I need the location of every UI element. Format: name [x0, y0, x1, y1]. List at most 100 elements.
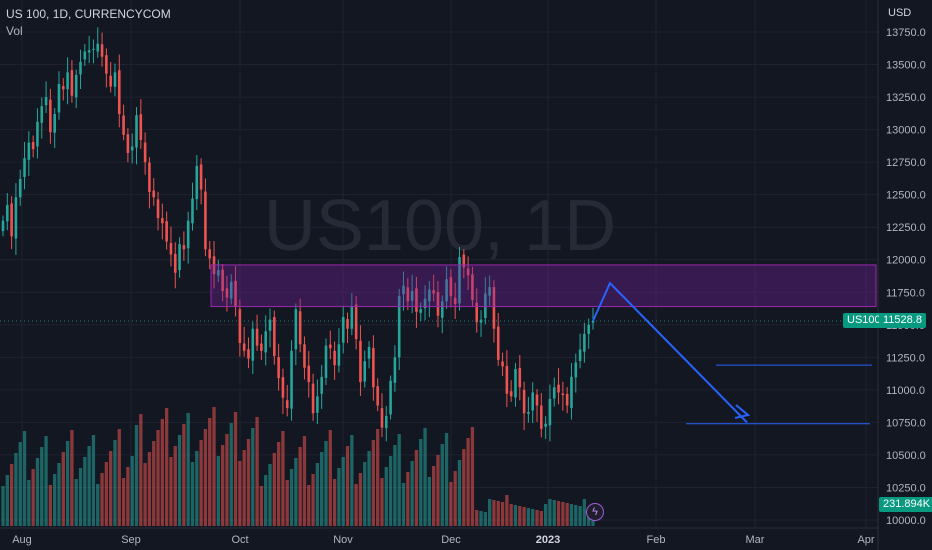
candle-body [552, 387, 556, 399]
volume-bar [182, 424, 186, 526]
symbol-title[interactable]: US 100, 1D, CURRENCYCOM [6, 7, 171, 21]
volume-bar [65, 441, 70, 526]
volume-bar [259, 486, 264, 526]
candle-body [475, 302, 479, 323]
volume-bar [307, 485, 311, 526]
volume-bar [160, 419, 164, 526]
candle-body [204, 191, 207, 250]
volume-bar [156, 430, 160, 526]
volume-bar [164, 408, 169, 526]
volume-bar [401, 483, 406, 526]
volume-bar [255, 417, 259, 526]
candle-body [1, 220, 5, 232]
volume-bar [565, 503, 569, 526]
volume-bar [496, 501, 500, 526]
candle-body [36, 121, 39, 147]
volume-bar [371, 440, 376, 526]
time-tick-label: Nov [333, 534, 353, 546]
volume-bar [298, 447, 302, 526]
candle-body [583, 333, 586, 352]
volume-bar [380, 478, 384, 526]
volume-bar [444, 433, 449, 526]
candle-body [384, 415, 388, 429]
price-tick-label: 11250.0 [886, 352, 925, 364]
volume-bar [27, 480, 31, 526]
candle-body [298, 311, 302, 345]
volume-bar [70, 430, 74, 526]
candle-body [423, 298, 427, 309]
price-tick-label: 13500.0 [886, 60, 926, 72]
candle-body [143, 142, 147, 163]
lightning-icon[interactable]: ϟ [586, 503, 604, 521]
volume-bar [5, 475, 9, 526]
candle-body [346, 319, 349, 329]
candle-body [557, 384, 560, 393]
candle-body [415, 288, 418, 312]
candle-body [372, 347, 375, 388]
volume-indicator-label[interactable]: Vol [6, 24, 23, 38]
volume-bar [531, 509, 535, 526]
volume-bar [470, 427, 475, 526]
candle-body [367, 346, 371, 359]
candle-body [199, 164, 203, 190]
volume-bar [199, 440, 203, 526]
candle-body [432, 290, 435, 294]
candle-body [126, 134, 130, 154]
volume-bar [195, 451, 199, 526]
candle-body [531, 392, 534, 411]
volume-bar [18, 442, 22, 526]
candle-body [268, 319, 272, 331]
candle-body [10, 203, 13, 237]
candle-body [70, 70, 74, 96]
volume-bar [548, 499, 552, 526]
time-tick-label: Aug [12, 534, 32, 546]
candle-body [260, 343, 263, 351]
volume-bar [53, 474, 57, 526]
volume-bar [113, 440, 117, 526]
candle-body [139, 114, 143, 141]
volume-bar [509, 504, 513, 526]
candle-body [74, 74, 78, 98]
candle-body [440, 301, 444, 318]
candle-body [161, 218, 164, 224]
candle-body [156, 199, 160, 219]
candle-body [195, 166, 199, 200]
volume-bar [311, 474, 315, 526]
candle-body [389, 380, 392, 415]
candle-body [402, 285, 405, 295]
volume-bar [539, 511, 543, 526]
volume-bar [569, 504, 574, 526]
volume-bar [324, 441, 328, 526]
price-tick-label: 12250.0 [886, 222, 926, 234]
price-tick-label: 12000.0 [886, 255, 926, 267]
time-tick-label: Mar [746, 534, 765, 546]
candle-body [130, 146, 134, 151]
candle-body [165, 221, 168, 242]
volume-bar [117, 429, 121, 526]
volume-bar [384, 467, 388, 526]
volume-bar [354, 484, 358, 526]
candle-body [578, 349, 582, 361]
volume-bar [78, 468, 83, 526]
volume-bar [216, 456, 220, 526]
volume-bar [139, 414, 143, 526]
volume-bar [367, 451, 371, 526]
volume-bar [345, 446, 350, 526]
volume-bar [440, 444, 444, 526]
volume-bar [1, 486, 5, 526]
resistance-zone [210, 264, 877, 308]
watermark-text: US100, 1D [264, 186, 616, 266]
volume-bar [500, 502, 505, 526]
volume-bar [212, 407, 216, 526]
volume-bar [363, 462, 367, 526]
volume-bar [31, 469, 35, 526]
volume-bar [522, 507, 526, 526]
candle-body [182, 245, 186, 250]
price-tick-label: 12500.0 [886, 190, 926, 202]
candle-body [225, 288, 229, 298]
candle-body [281, 377, 285, 398]
price-tick-label: 10500.0 [886, 450, 926, 462]
volume-bar [143, 463, 147, 526]
volume-bar [109, 451, 113, 526]
